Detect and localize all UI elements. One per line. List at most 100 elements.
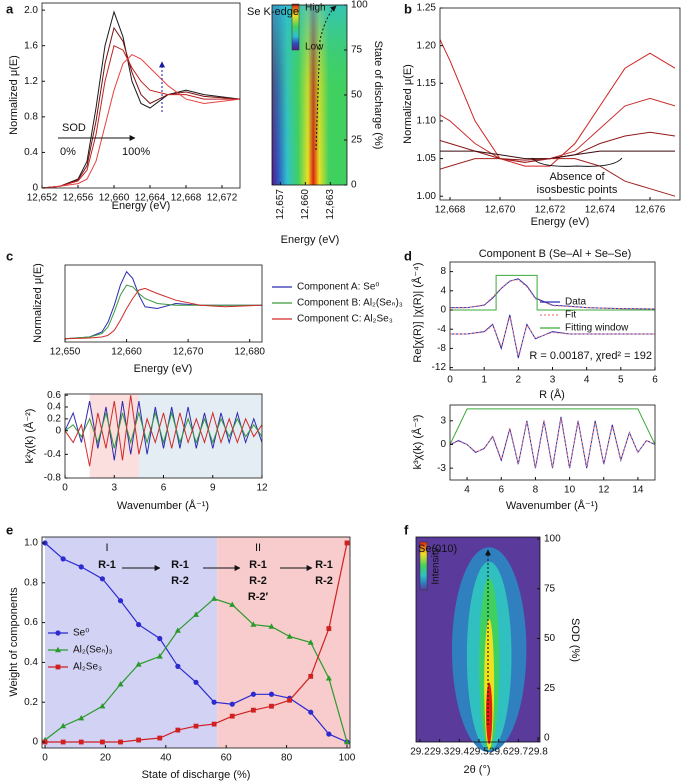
y-tick-label: 0.8 [24, 577, 38, 588]
x-tick-label: 12,660 [300, 189, 311, 220]
y-tick-label: 0.6 [24, 617, 38, 628]
legend-label: Se⁰ [73, 628, 89, 639]
marker [326, 626, 332, 631]
annotation: R-2 [249, 575, 267, 587]
marker [60, 556, 66, 562]
x-tick-label: 12,663 [325, 189, 336, 220]
marker [55, 664, 61, 670]
annotation: II [255, 542, 261, 554]
colorbar [291, 3, 300, 51]
marker [287, 697, 293, 703]
panel-label: c [6, 248, 13, 263]
marker [250, 621, 257, 627]
annotation: I [105, 542, 108, 554]
x-tick-label: 29.6 [489, 747, 509, 758]
x-tick-label: 12,672 [535, 205, 566, 216]
x-tick-label: 4 [584, 375, 590, 386]
annotation: R-2 [315, 575, 333, 587]
y-tick-label: 1.6 [24, 40, 38, 51]
marker [55, 646, 61, 653]
y-axis-label: k³χ(k) (Å⁻³) [411, 415, 424, 470]
x-tick-label: 9 [210, 483, 216, 494]
x-tick-label: 2 [516, 375, 522, 386]
colorbar [419, 541, 428, 591]
marker [211, 595, 218, 601]
x-tick-label: 12,660 [99, 193, 130, 204]
marker [268, 623, 275, 629]
y-tick-label: 1.05 [417, 153, 437, 164]
x-tick-label: 12,650 [50, 347, 81, 358]
y-tick-label: 75 [544, 583, 556, 594]
y-tick-label: 0 [55, 425, 61, 436]
marker [308, 673, 314, 679]
annotation: 100% [122, 146, 150, 158]
marker [42, 739, 48, 745]
panel-label: d [404, 248, 412, 263]
x-tick-label: 1 [481, 375, 487, 386]
x-tick-label: 0 [62, 483, 68, 494]
x-axis-label: R (Å) [539, 388, 565, 401]
marker [268, 691, 275, 697]
series-line [440, 131, 676, 161]
legend-label: Fitting window [565, 323, 629, 334]
marker [326, 731, 332, 737]
marker [250, 707, 256, 713]
marker [136, 737, 142, 743]
y-axis-label: Weight of components [8, 587, 20, 697]
y-tick-label: 25 [351, 135, 363, 146]
marker [174, 627, 181, 633]
y-tick-label: 1.2 [24, 76, 38, 87]
y-tick-label: 0 [32, 737, 38, 748]
marker [118, 739, 123, 745]
y-tick-label: 1.00 [417, 191, 437, 202]
series-line [450, 408, 655, 445]
series-line [440, 158, 676, 197]
chart-title: Component B (Se–Al + Se–Se) [479, 248, 632, 260]
y-axis-label: |χ(R)| (Å⁻⁴) [411, 262, 424, 317]
marker [308, 709, 314, 715]
y-tick-label: 4 [440, 285, 446, 296]
marker [99, 739, 105, 745]
legend-label: Fit [565, 310, 576, 321]
x-tick-label: 29.3 [430, 747, 450, 758]
series-line [42, 53, 240, 188]
marker [60, 739, 66, 745]
legend-label: Data [565, 297, 587, 308]
annotation: R = 0.00187, χred² = 192 [529, 350, 652, 362]
series-line [440, 150, 675, 160]
x-axis-label: Energy (eV) [531, 216, 590, 228]
marker [136, 621, 142, 628]
series-line [450, 279, 655, 310]
series-line [450, 274, 655, 311]
x-tick-label: 12 [256, 483, 268, 494]
y-tick-label: 3 [440, 415, 446, 426]
marker [229, 601, 236, 607]
panel-label: e [6, 522, 13, 537]
series-line [450, 278, 655, 310]
x-axis-label: Energy (eV) [112, 200, 171, 212]
x-tick-label: 12,652 [27, 193, 58, 204]
y-axis-label: Normalized μ(E) [8, 55, 20, 135]
y-tick-label: 1.0 [24, 538, 38, 549]
annotation: R-1 [98, 559, 116, 571]
brace [531, 157, 623, 167]
y-tick-label: 1.25 [417, 3, 437, 14]
x-axis-label: Energy (eV) [134, 363, 193, 375]
marker [175, 727, 181, 733]
y-tick-label: 1.20 [417, 40, 437, 51]
marker [78, 564, 84, 570]
y-tick-label: 0.8 [24, 111, 38, 122]
x-tick-label: 6 [161, 483, 167, 494]
marker [156, 653, 163, 659]
x-tick-label: 12 [598, 485, 610, 496]
series-line [440, 97, 676, 163]
y-tick-label: 0 [32, 183, 38, 194]
x-tick-label: 12,670 [485, 205, 516, 216]
chart-title: Se K-edge [247, 6, 299, 18]
panel-label: b [404, 1, 412, 16]
plot-frame [64, 264, 263, 343]
chart-title: Se(010) [418, 543, 457, 555]
y-axis-label: k²χ(k) (Å⁻²) [23, 409, 36, 464]
x-tick-label: 40 [160, 753, 172, 764]
x-axis-label: 2θ (°) [463, 764, 490, 776]
